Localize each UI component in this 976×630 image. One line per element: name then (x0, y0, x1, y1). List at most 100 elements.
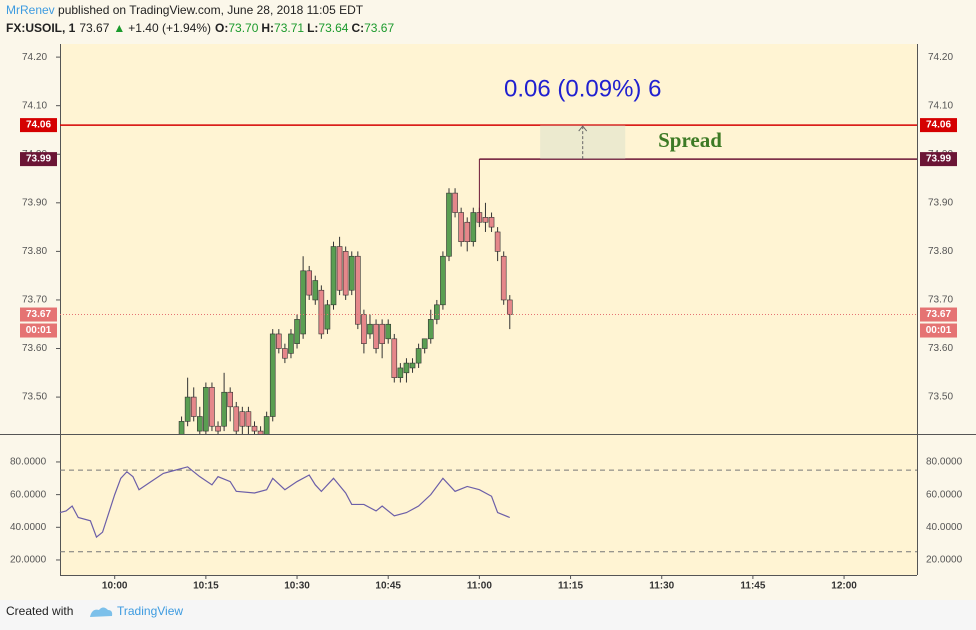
symbol: FX:USOIL, 1 (6, 21, 76, 35)
x-tick-label: 12:00 (831, 581, 857, 592)
candle-body (385, 323, 392, 340)
brand[interactable]: TradingView (117, 604, 183, 618)
h: 73.71 (274, 21, 304, 35)
y-tick-label: 73.70 (22, 295, 47, 306)
footer-bar (0, 600, 976, 630)
x-tick-label: 11:00 (467, 581, 492, 592)
candle-body (227, 391, 233, 408)
candle-body (494, 231, 501, 252)
candle-body (336, 246, 343, 291)
countdown-box (920, 323, 957, 338)
y-tick-label-right: 80.0000 (926, 457, 963, 468)
x-tick-label: 11:45 (740, 581, 765, 592)
candle-body (434, 304, 440, 320)
candle-body (294, 319, 300, 344)
arrow: ▲ (113, 21, 125, 35)
l-label: L: (307, 21, 318, 35)
price-label-box (920, 152, 957, 167)
candle-body (397, 367, 404, 378)
price-label: 74.06 (926, 120, 951, 131)
candle-body (373, 323, 379, 349)
candle-body (312, 280, 319, 301)
y-tick-label-right: 73.70 (928, 295, 953, 306)
candle-body (409, 362, 416, 369)
published: published on TradingView.com, June 28, 2… (55, 3, 364, 17)
y-tick-label: 20.0000 (10, 555, 47, 566)
c-label: C: (351, 21, 364, 35)
x-tick-label: 11:15 (558, 581, 583, 592)
candle-body (348, 255, 355, 291)
price-label: 73.67 (26, 309, 51, 320)
candle-body (288, 333, 294, 354)
header-line: MrRenev published on TradingView.com, Ju… (6, 3, 364, 17)
y-tick-label: 74.20 (22, 52, 47, 63)
candle-body (215, 425, 221, 432)
candle-body (306, 270, 312, 296)
candle-body (263, 416, 270, 434)
x-tick-label: 10:45 (375, 581, 401, 592)
y-tick-label-right: 20.0000 (926, 555, 963, 566)
x-tick-label: 11:30 (649, 581, 674, 592)
y-tick-label: 73.80 (22, 246, 47, 257)
candle-body (190, 396, 197, 417)
c: 73.67 (364, 21, 394, 35)
candle-body (464, 221, 471, 242)
x-tick-label: 10:00 (102, 581, 128, 592)
y-tick-label-right: 73.60 (928, 343, 953, 354)
candle-body (440, 255, 446, 306)
countdown: 00:01 (926, 325, 952, 336)
o-label: O: (215, 21, 228, 35)
price-label-box (920, 307, 957, 322)
h-label: H: (261, 21, 274, 35)
candle-body (330, 246, 337, 306)
y-tick-label-right: 73.80 (928, 246, 953, 257)
y-tick-label: 40.0000 (10, 522, 47, 533)
candle-body (391, 338, 398, 378)
candle-body (178, 421, 185, 434)
candle-body (251, 425, 258, 432)
price-label-box (20, 118, 57, 133)
y-tick-label-right: 40.0000 (926, 522, 963, 533)
l: 73.64 (318, 21, 348, 35)
logo (90, 607, 113, 617)
candle-body (415, 348, 422, 364)
candle-body (276, 333, 282, 349)
oscillator-line (59, 466, 510, 539)
plot-background (60, 44, 917, 575)
y-tick-label-right: 60.0000 (926, 489, 963, 500)
candle-body (196, 416, 203, 432)
x-tick-label: 10:30 (284, 581, 310, 592)
measure-text: 0.06 (0.09%) 6 (504, 75, 661, 102)
price-label: 73.99 (26, 154, 51, 165)
candle-body (221, 391, 227, 427)
price-label-box (20, 152, 57, 167)
candle-body (367, 323, 373, 335)
author[interactable]: MrRenev (6, 3, 55, 17)
candle-body (482, 217, 489, 223)
y-tick-label-right: 74.20 (928, 52, 953, 63)
candle-body (282, 348, 288, 359)
candle-body (379, 323, 385, 344)
candle-body (500, 255, 507, 301)
oscillator-pane (59, 466, 917, 553)
price-label-box (20, 307, 57, 322)
measure-arrow-head (578, 125, 588, 132)
candle-body (324, 304, 331, 330)
countdown-box (20, 323, 57, 338)
price-label: 74.06 (26, 120, 51, 131)
price-label-box (920, 118, 957, 133)
candle-body (361, 314, 367, 344)
symbol-line: FX:USOIL, 1 73.67 ▲ +1.40 (+1.94%) O:73.70 H:… (6, 21, 394, 35)
y-tick-label: 73.90 (22, 197, 47, 208)
candle-body (506, 299, 513, 315)
candle-body (421, 338, 428, 349)
candle-body (446, 192, 452, 257)
y-tick-label: 73.60 (22, 343, 47, 354)
y-tick-label-right: 74.10 (928, 100, 953, 111)
y-tick-label: 73.50 (22, 392, 47, 403)
y-tick-label-right: 73.90 (928, 197, 953, 208)
last: 73.67 (79, 21, 109, 35)
candle-body (269, 333, 276, 417)
candle-body (470, 212, 477, 242)
